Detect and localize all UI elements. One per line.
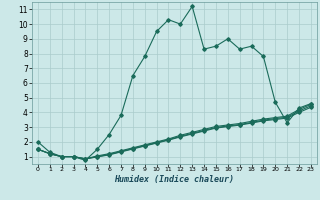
X-axis label: Humidex (Indice chaleur): Humidex (Indice chaleur): [115, 175, 234, 184]
